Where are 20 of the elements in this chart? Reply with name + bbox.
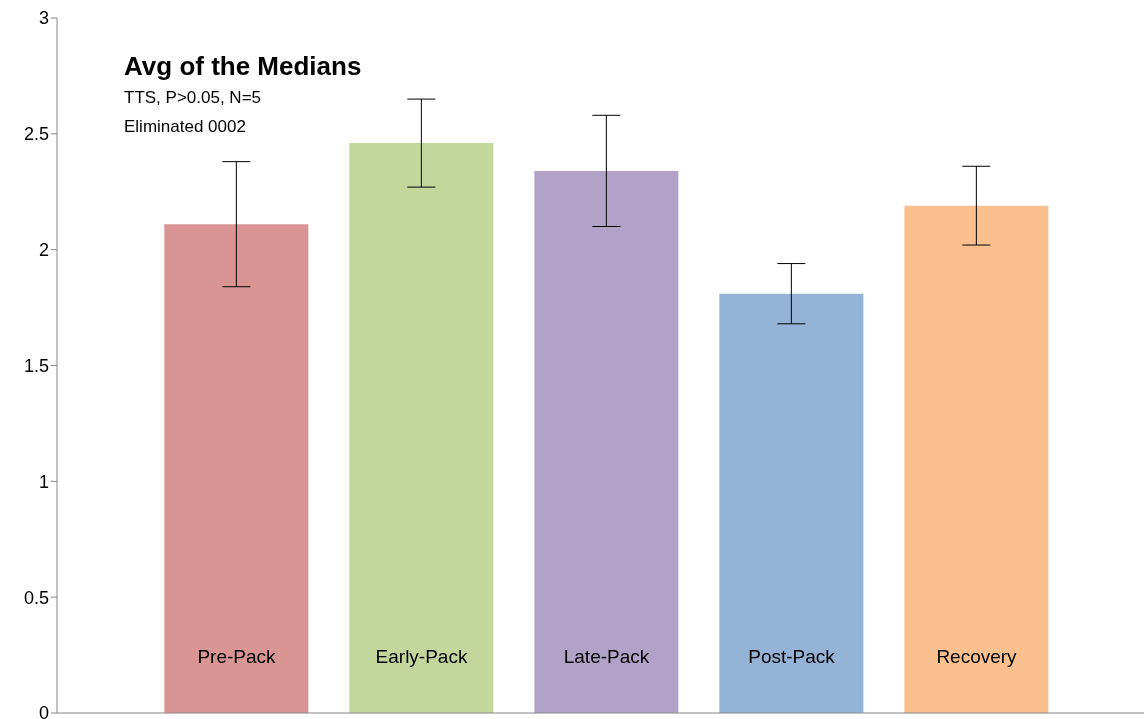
x-tick-label: Post-Pack — [748, 646, 836, 667]
annotation: Eliminated 0002 — [124, 115, 247, 137]
y-tick-label: 3 — [38, 8, 49, 29]
y-tick-label: 0 — [38, 703, 49, 719]
x-tick-label: Recovery — [936, 646, 1018, 667]
text: TTS, P>0.05, N=5 — [124, 86, 262, 108]
bar — [719, 293, 864, 713]
bar — [349, 143, 494, 713]
x-tick-label: Early-Pack — [375, 646, 468, 667]
x-tick-label: Pre-Pack — [197, 646, 277, 667]
text: Avg of the Medians — [124, 50, 362, 83]
bar — [904, 205, 1049, 713]
y-tick-label: 1 — [38, 471, 49, 492]
y-tick-label: 2.5 — [23, 124, 49, 145]
bar — [164, 224, 309, 713]
y-tick-label: 0.5 — [23, 587, 49, 608]
x-tick-label: Late-Pack — [563, 646, 650, 667]
bar — [534, 170, 679, 713]
y-tick-label: 2 — [38, 240, 49, 261]
y-tick-label: 1.5 — [23, 355, 49, 376]
